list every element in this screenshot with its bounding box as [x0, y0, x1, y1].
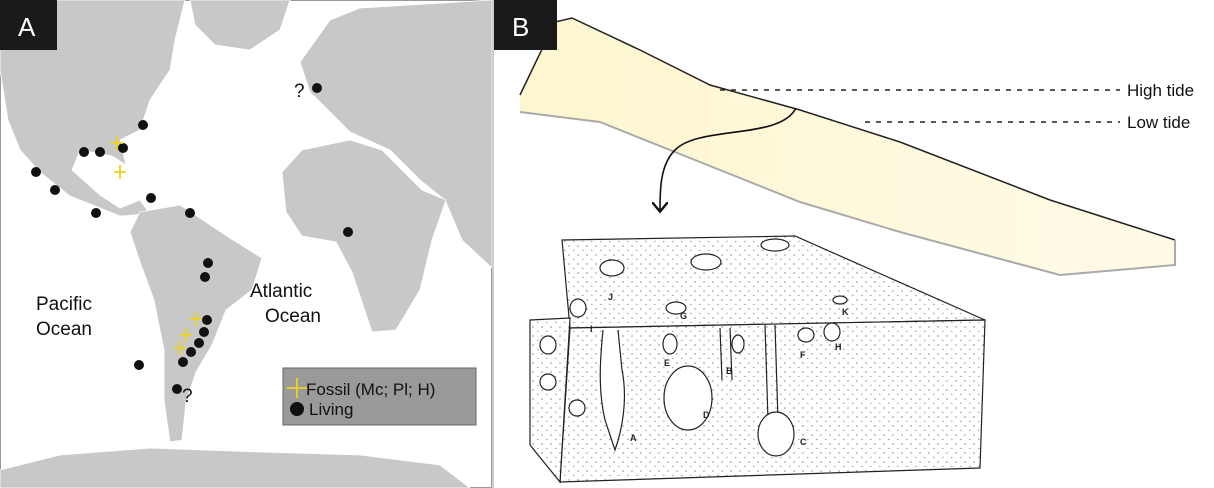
beach-profile [520, 18, 1175, 275]
living-point [138, 120, 148, 130]
living-point [200, 272, 210, 282]
figure: ? ? Pacific Ocean Atlantic Ocean Fossil … [0, 0, 1214, 488]
ocean-label: Ocean [36, 319, 92, 340]
shell [798, 328, 814, 342]
living-point [202, 315, 212, 325]
living-point [312, 83, 322, 93]
tide-label: Low tide [1127, 113, 1190, 132]
shell [540, 374, 556, 390]
shell [664, 366, 712, 430]
legend-label: Fossil (Mc; Pl; H) [306, 380, 435, 399]
specimen-label: F [800, 350, 806, 360]
living-point [185, 208, 195, 218]
living-point [31, 167, 41, 177]
diagram-panel: High tide Low tide [493, 0, 1194, 488]
ocean-label: Ocean [265, 306, 321, 327]
living-point [134, 360, 144, 370]
legend: Fossil (Mc; Pl; H) Living [283, 368, 476, 425]
shell [540, 336, 556, 354]
panel-label: A [18, 12, 36, 42]
map-panel: ? ? Pacific Ocean Atlantic Ocean Fossil … [0, 0, 492, 488]
shell [833, 296, 847, 304]
specimen-label: A [630, 433, 637, 443]
question-mark: ? [294, 81, 305, 102]
living-point [79, 147, 89, 157]
specimen-label: D [703, 410, 710, 420]
panel-label: B [512, 12, 529, 42]
tide-label: High tide [1127, 81, 1194, 100]
specimen-label: J [608, 292, 613, 302]
shell [663, 334, 677, 354]
legend-living-symbol [290, 402, 304, 416]
living-point [118, 143, 128, 153]
specimen-label: K [842, 307, 849, 317]
shell [570, 299, 586, 317]
specimen-label: I [590, 324, 593, 334]
living-point [194, 338, 204, 348]
living-point [178, 357, 188, 367]
shell [732, 335, 744, 353]
shell [824, 323, 840, 341]
shell [569, 400, 585, 416]
ocean-label: Pacific [36, 294, 92, 315]
living-point [95, 147, 105, 157]
shell [691, 254, 721, 270]
living-point [186, 347, 196, 357]
specimen-label: E [664, 358, 670, 368]
question-mark: ? [182, 386, 193, 407]
specimen-label: H [835, 342, 842, 352]
shell [758, 412, 794, 456]
living-point [203, 258, 213, 268]
living-point [172, 384, 182, 394]
specimen-label: B [726, 366, 733, 376]
shell [761, 239, 789, 251]
specimen-label: C [800, 437, 807, 447]
specimen-label: G [680, 311, 687, 321]
shell [600, 260, 624, 276]
living-point [343, 227, 353, 237]
legend-label: Living [309, 400, 353, 419]
sediment-block [530, 236, 985, 482]
living-point [199, 327, 209, 337]
living-point [146, 193, 156, 203]
ocean-label: Atlantic [250, 281, 312, 302]
living-point [50, 185, 60, 195]
living-point [91, 208, 101, 218]
